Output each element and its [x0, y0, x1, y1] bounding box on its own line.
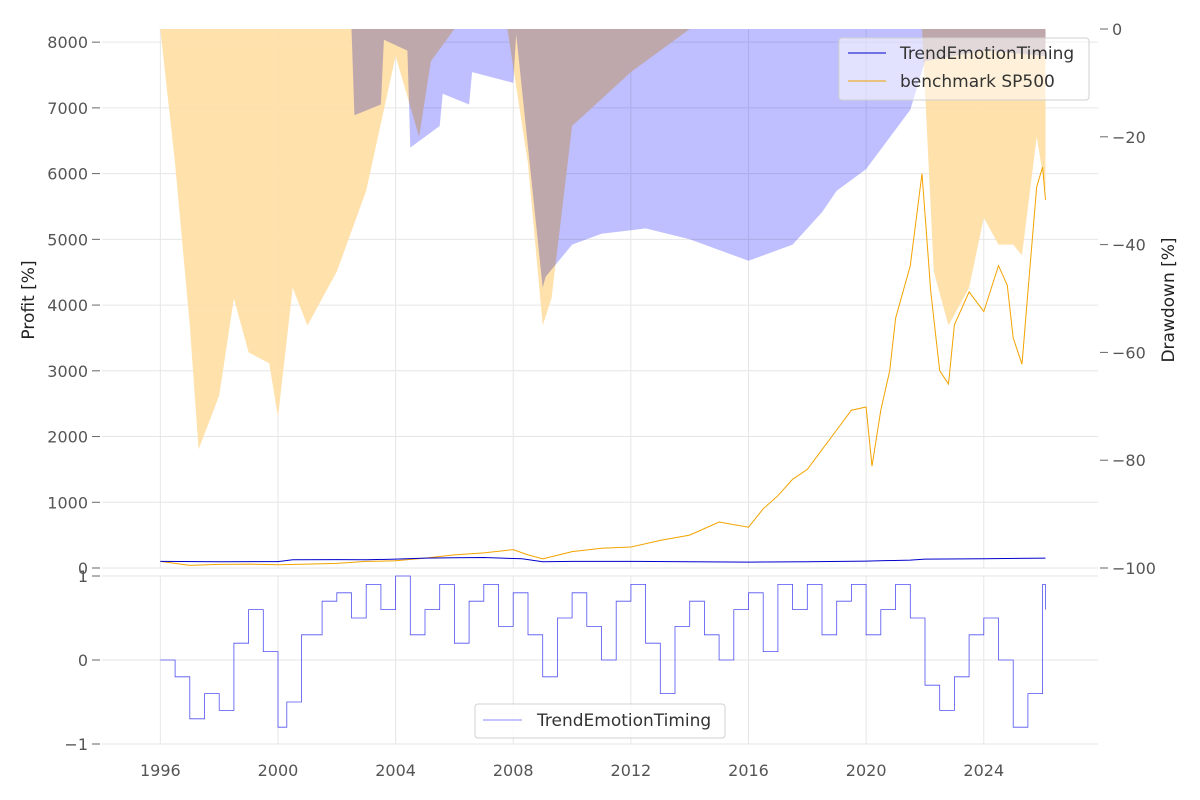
profit-tick-label-7: 7000 — [47, 99, 88, 118]
profit-tick-label-4: 4000 — [47, 296, 88, 315]
profit-tick-label-3: 3000 — [47, 362, 88, 381]
year-tick-label-1: 2000 — [258, 761, 299, 780]
year-tick-label-6: 2020 — [846, 761, 887, 780]
legend-label-benchmark: benchmark SP500 — [900, 72, 1055, 92]
signal-tick-label-0: −1 — [64, 735, 88, 754]
year-axis-ticks: 1996 2000 2004 2008 2012 2016 2020 2024 — [140, 761, 1004, 780]
drawdown-tick-label-5: −100 — [1112, 559, 1156, 578]
signal-tick-label-2: 1 — [78, 567, 88, 586]
legend-label-strategy: TrendEmotionTiming — [899, 44, 1074, 64]
drawdown-tick-label-3: −60 — [1112, 343, 1146, 362]
year-tick-label-0: 1996 — [140, 761, 181, 780]
year-tick-label-5: 2016 — [728, 761, 769, 780]
signal-lines — [160, 575, 1046, 728]
drawdown-axis-ticks: 0 −20 −40 −60 −80 −100 — [1100, 20, 1156, 578]
top-legend-box — [838, 37, 1090, 101]
benchmark-sp500-line — [160, 166, 1046, 566]
drawdown-tick-label-2: −40 — [1112, 236, 1146, 255]
year-tick-label-7: 2024 — [963, 761, 1004, 780]
drawdown-tick-label-4: −80 — [1112, 451, 1146, 470]
profit-axis-ticks: 0 1000 2000 3000 4000 5000 6000 7000 8000 — [47, 33, 100, 578]
profit-axis-label: Profit [%] — [19, 260, 39, 339]
legend-label-signal: TrendEmotionTiming — [536, 711, 711, 731]
strategy-profit-line — [160, 556, 1046, 563]
year-tick-label-3: 2008 — [493, 761, 534, 780]
profit-tick-label-8: 8000 — [47, 33, 88, 52]
profit-tick-label-0: 0 — [78, 559, 88, 578]
drawdown-axis-label: Drawdown [%] — [1159, 237, 1179, 362]
bottom-legend: TrendEmotionTiming — [474, 703, 726, 739]
profit-lines — [160, 166, 1046, 566]
profit-tick-label-5: 5000 — [47, 230, 88, 249]
signal-line — [160, 575, 1046, 728]
drawdown-tick-label-1: −20 — [1112, 128, 1146, 147]
profit-tick-label-2: 2000 — [47, 428, 88, 447]
year-tick-label-4: 2012 — [611, 761, 652, 780]
bottom-legend-box — [474, 703, 726, 739]
signal-tick-label-1: 0 — [78, 651, 88, 670]
drawdown-tick-label-0: 0 — [1112, 20, 1122, 39]
profit-tick-label-6: 6000 — [47, 165, 88, 184]
signal-axis-ticks: −1 0 1 — [64, 567, 100, 754]
top-legend: TrendEmotionTiming benchmark SP500 — [838, 37, 1090, 101]
profit-tick-label-1: 1000 — [47, 493, 88, 512]
year-tick-label-2: 2004 — [375, 761, 416, 780]
strategy-drawdown-area — [160, 29, 1046, 288]
